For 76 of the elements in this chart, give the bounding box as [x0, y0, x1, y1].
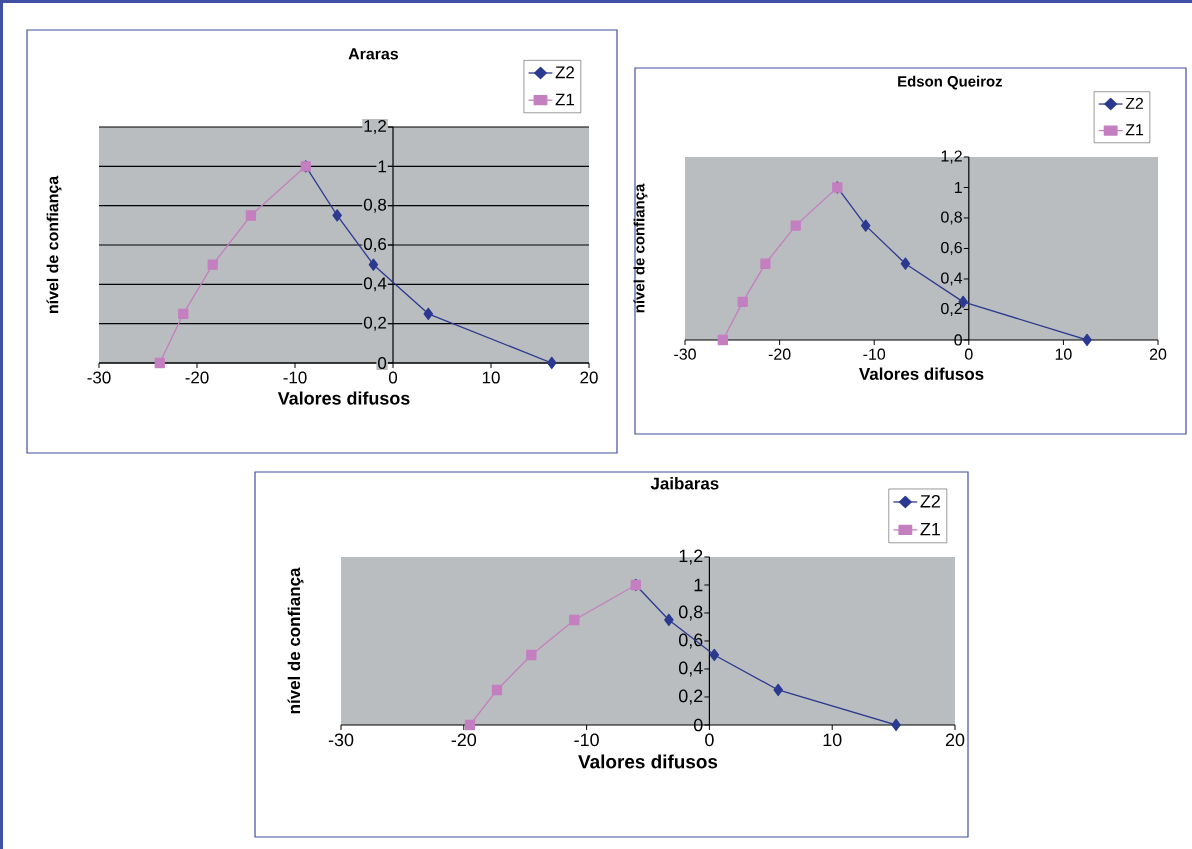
y-axis-title: nível de confiança [46, 175, 62, 314]
point [891, 718, 901, 732]
legend-label: Z2 [555, 66, 574, 79]
y-tick-label: 0,8 [941, 211, 962, 225]
legend-label: Z2 [1125, 97, 1144, 109]
legend-label: Z1 [555, 93, 574, 106]
y-tick-label: 0,2 [363, 316, 386, 331]
y-tick-label: 0,4 [363, 277, 387, 292]
x-tick-label: 20 [945, 733, 965, 747]
y-tick-label: 0,6 [941, 241, 962, 256]
legend-label: Z1 [920, 522, 940, 536]
x-axis-title: Valores difusos [578, 754, 718, 769]
point [569, 614, 580, 626]
chart-title: Jaibaras [650, 477, 719, 490]
point [760, 258, 771, 269]
point [207, 259, 218, 270]
point [773, 683, 783, 697]
y-tick-label: 1 [694, 578, 703, 592]
y-axis-title: nível de confiança [287, 567, 304, 714]
x-tick-label: 20 [1149, 348, 1167, 360]
x-axis-title: Valores difusos [859, 367, 984, 380]
y-tick-label: 0,2 [941, 302, 962, 317]
x-tick-label: -10 [574, 733, 599, 747]
x-tick-label: -10 [863, 348, 886, 360]
point [790, 220, 801, 231]
point [547, 356, 557, 370]
legend-label: Z2 [920, 494, 940, 508]
y-tick-label: 1 [378, 160, 386, 173]
point [491, 684, 503, 696]
y-axis-title: nível de confiança [633, 183, 648, 313]
point [737, 296, 748, 308]
x-tick-label: 0 [965, 348, 973, 360]
y-tick-label: 0,2 [678, 689, 703, 705]
y-tick-label: 1,2 [364, 119, 386, 134]
y-tick-label: 0,4 [941, 272, 963, 286]
y-tick-label: 0,8 [678, 605, 703, 621]
point [154, 357, 165, 369]
x-tick-label: 0 [705, 733, 714, 747]
point [245, 210, 257, 221]
y-tick-label: 0 [693, 718, 703, 732]
point [526, 649, 537, 661]
x-tick-label: -30 [674, 348, 696, 360]
x-tick-label: 10 [823, 733, 842, 747]
point [1082, 333, 1092, 347]
x-tick-label: 10 [1055, 348, 1072, 360]
point [860, 219, 871, 232]
x-tick-label: -10 [283, 371, 307, 384]
y-tick-label: 0 [954, 334, 962, 346]
legend-label: Z1 [1125, 124, 1144, 136]
y-tick-label: 1,2 [679, 549, 703, 565]
x-tick-label: 0 [388, 371, 398, 384]
y-tick-label: 0,4 [678, 661, 703, 677]
point [332, 209, 342, 222]
point [464, 719, 476, 731]
x-tick-label: -20 [451, 733, 477, 747]
chart-title: Edson Queiroz [898, 75, 1003, 90]
chart-title: Araras [348, 48, 398, 60]
x-tick-label: 20 [580, 371, 598, 384]
point [423, 307, 434, 320]
x-tick-label: -20 [185, 371, 209, 384]
y-tick-label: 1,2 [941, 150, 962, 164]
point [664, 613, 674, 627]
x-tick-label: -20 [768, 348, 791, 360]
x-tick-label: 10 [482, 371, 500, 384]
point [178, 308, 189, 319]
x-tick-label: -30 [87, 371, 111, 384]
x-tick-label: -30 [328, 733, 354, 747]
y-tick-label: 1 [954, 182, 962, 193]
point [717, 334, 728, 346]
x-axis-title: Valores difusos [277, 391, 410, 405]
point [709, 648, 720, 662]
y-tick-label: 0,6 [363, 237, 387, 252]
point [368, 258, 379, 271]
y-tick-label: 0 [378, 356, 387, 369]
point [900, 257, 911, 270]
y-tick-label: 0,8 [363, 198, 387, 213]
